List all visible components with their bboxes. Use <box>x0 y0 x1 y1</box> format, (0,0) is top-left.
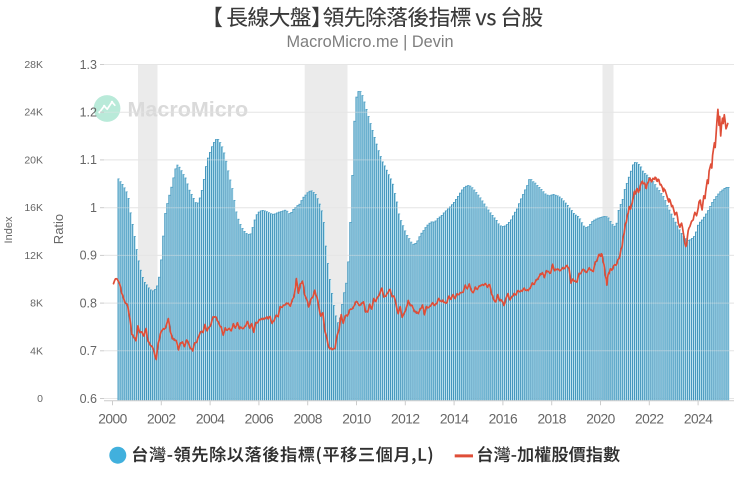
svg-text:MacroMicro: MacroMicro <box>128 98 249 122</box>
svg-text:Ratio: Ratio <box>51 214 66 244</box>
svg-text:2000: 2000 <box>98 412 127 427</box>
svg-text:MacroMicro.me | Devin: MacroMicro.me | Devin <box>286 33 453 51</box>
svg-text:4K: 4K <box>30 345 43 357</box>
svg-text:8K: 8K <box>30 298 43 310</box>
svg-text:1.2: 1.2 <box>80 106 97 120</box>
svg-text:2008: 2008 <box>293 412 322 427</box>
svg-text:0.9: 0.9 <box>80 249 97 263</box>
svg-text:1: 1 <box>90 201 97 215</box>
svg-text:2006: 2006 <box>245 412 274 427</box>
svg-text:16K: 16K <box>24 202 43 214</box>
svg-text:1.1: 1.1 <box>80 153 97 167</box>
svg-text:2022: 2022 <box>635 412 664 427</box>
svg-text:24K: 24K <box>24 107 43 119</box>
svg-text:28K: 28K <box>24 59 43 71</box>
svg-text:2012: 2012 <box>391 412 420 427</box>
svg-text:2010: 2010 <box>342 412 371 427</box>
svg-text:2014: 2014 <box>440 412 469 427</box>
svg-text:0.8: 0.8 <box>80 296 97 310</box>
svg-text:20K: 20K <box>24 154 43 166</box>
svg-text:0.6: 0.6 <box>80 392 97 406</box>
svg-text:1.3: 1.3 <box>80 58 97 72</box>
svg-text:2004: 2004 <box>196 412 225 427</box>
svg-text:0.7: 0.7 <box>80 344 97 358</box>
svg-text:2002: 2002 <box>147 412 176 427</box>
svg-text:2020: 2020 <box>586 412 615 427</box>
svg-text:12K: 12K <box>24 250 43 262</box>
svg-text:0: 0 <box>37 393 43 405</box>
svg-text:2024: 2024 <box>684 412 713 427</box>
svg-text:Index: Index <box>3 216 15 243</box>
svg-text:2016: 2016 <box>489 412 518 427</box>
svg-text:2018: 2018 <box>537 412 566 427</box>
